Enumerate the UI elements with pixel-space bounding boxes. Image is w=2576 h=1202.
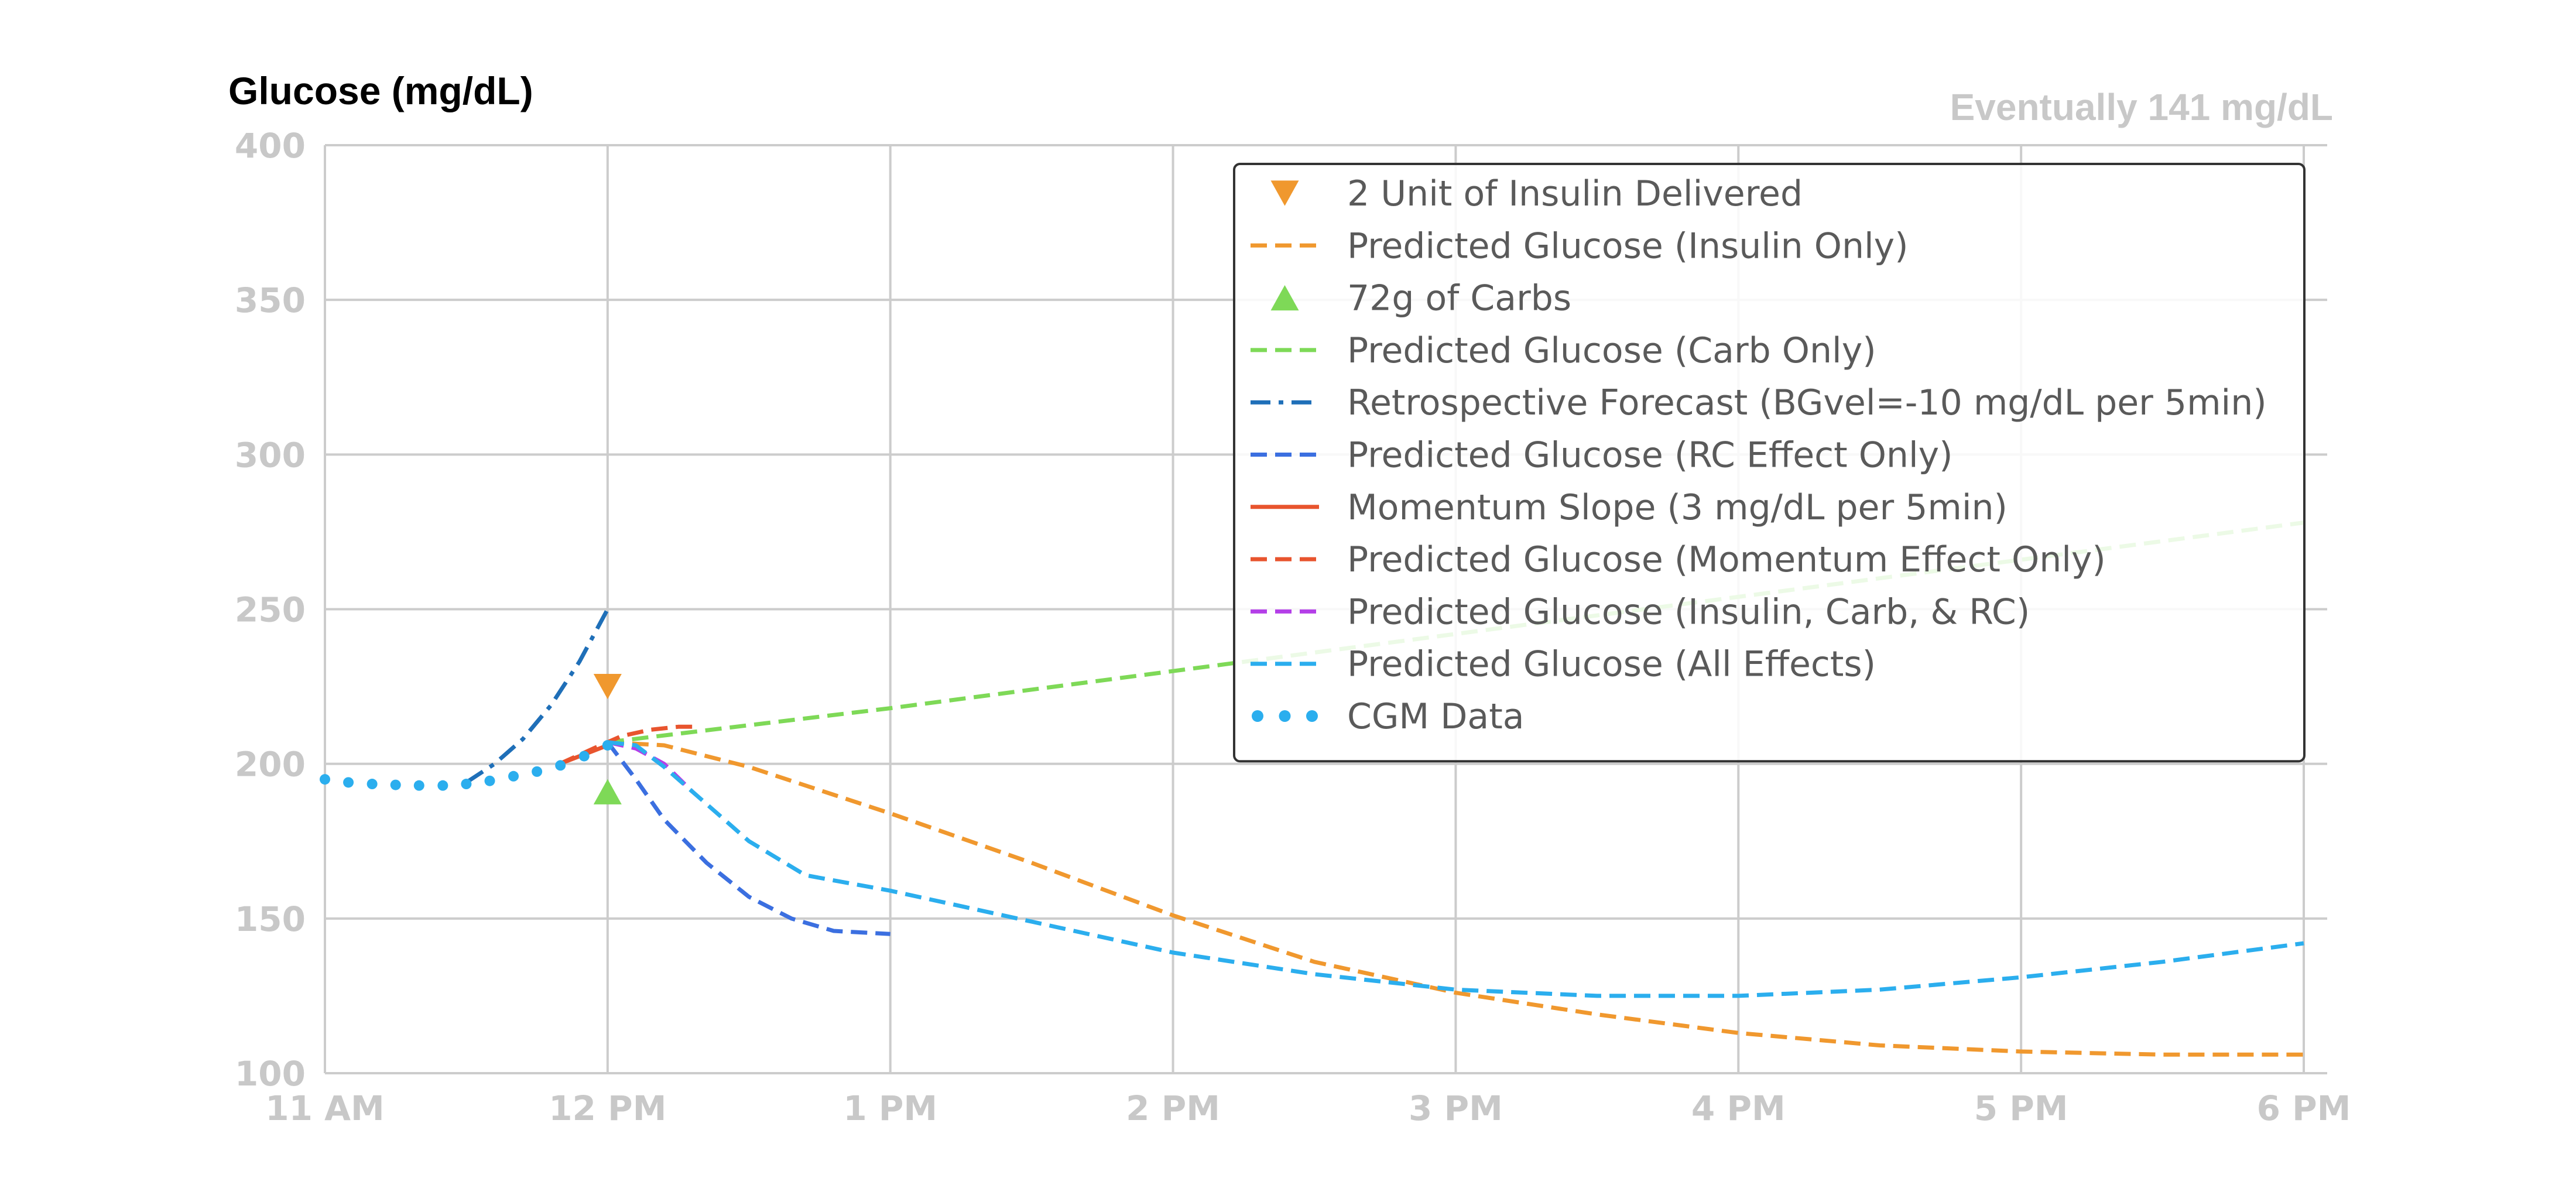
x-tick-label: 3 PM [1409, 1088, 1503, 1128]
x-tick-label: 11 AM [265, 1088, 385, 1128]
eventually-annotation: Eventually 141 mg/dL [1950, 86, 2333, 128]
y-tick-label: 200 [235, 745, 306, 785]
y-axis-label: Glucose (mg/dL) [228, 69, 533, 112]
y-tick-label: 250 [235, 590, 306, 630]
series-11-point [508, 770, 519, 782]
series-11-point [343, 777, 354, 788]
x-tick-label: 5 PM [1974, 1088, 2068, 1128]
legend-entry-label: Retrospective Forecast (BGvel=-10 mg/dL … [1347, 382, 2267, 423]
series-11-point [578, 751, 590, 762]
tick-labels: 100 150 200 250 300 350 400 11 AM 12 PM 1 PM 2 PM 3… [235, 126, 2351, 1128]
series-9-line [607, 740, 694, 793]
series-6-line [606, 741, 890, 936]
x-tick-label: 2 PM [1126, 1088, 1220, 1128]
series-11-point [320, 774, 330, 785]
legend-entry-label: Predicted Glucose (Insulin, Carb, & RC) [1347, 591, 2030, 632]
y-tick-label: 150 [235, 899, 306, 939]
series-4-line [607, 520, 2304, 745]
x-tick-label: 4 PM [1691, 1088, 1786, 1128]
series-11-point [413, 780, 424, 791]
legend-box [1233, 163, 2306, 763]
legend-entry-label: Predicted Glucose (Carb Only) [1347, 330, 1876, 371]
series-11-point [437, 780, 448, 791]
series-11-point [390, 779, 401, 790]
legend-entry-label: Predicted Glucose (All Effects) [1347, 644, 1876, 685]
legend-entry-label: Predicted Glucose (Momentum Effect Only) [1347, 539, 2106, 580]
series-2-line [607, 740, 2304, 1057]
legend-entry-label: CGM Data [1347, 696, 1525, 737]
y-tick-label: 350 [235, 280, 306, 320]
x-tick-label: 1 PM [843, 1088, 937, 1128]
series-11-point [366, 779, 378, 790]
legend-entry-label: Momentum Slope (3 mg/dL per 5min) [1347, 487, 2008, 528]
series-11-point [555, 760, 566, 771]
legend: 2 Unit of Insulin Delivered Predicted Glu… [1233, 163, 2306, 763]
series-layer [320, 520, 2304, 1057]
legend-entry-label: Predicted Glucose (Insulin Only) [1347, 225, 1909, 266]
series-10-line [607, 740, 2304, 998]
legend-entry-label: 72g of Carbs [1347, 278, 1571, 319]
x-tick-label: 12 PM [549, 1088, 666, 1128]
legend-handle-dot [1306, 710, 1318, 722]
series-11-point [532, 766, 543, 777]
series-11-point [602, 739, 613, 751]
series-3-marker [593, 779, 622, 804]
legend-entry-label: 2 Unit of Insulin Delivered [1347, 173, 1803, 214]
series-8-line [559, 724, 698, 766]
legend-handle-dot [1252, 710, 1263, 722]
legend-handle-marker [1270, 180, 1299, 206]
legend-handle-marker [1270, 285, 1299, 311]
y-tick-label: 100 [235, 1054, 306, 1094]
series-11-point [461, 779, 472, 790]
series-5-line [465, 608, 609, 785]
legend-handle-dot [1279, 710, 1291, 722]
legend-entry-label: Predicted Glucose (RC Effect Only) [1347, 435, 1953, 476]
x-tick-label: 6 PM [2257, 1088, 2351, 1128]
y-tick-label: 400 [235, 126, 306, 166]
y-tick-label: 300 [235, 435, 306, 475]
series-11-point [484, 775, 495, 786]
series-1-marker [593, 673, 622, 700]
